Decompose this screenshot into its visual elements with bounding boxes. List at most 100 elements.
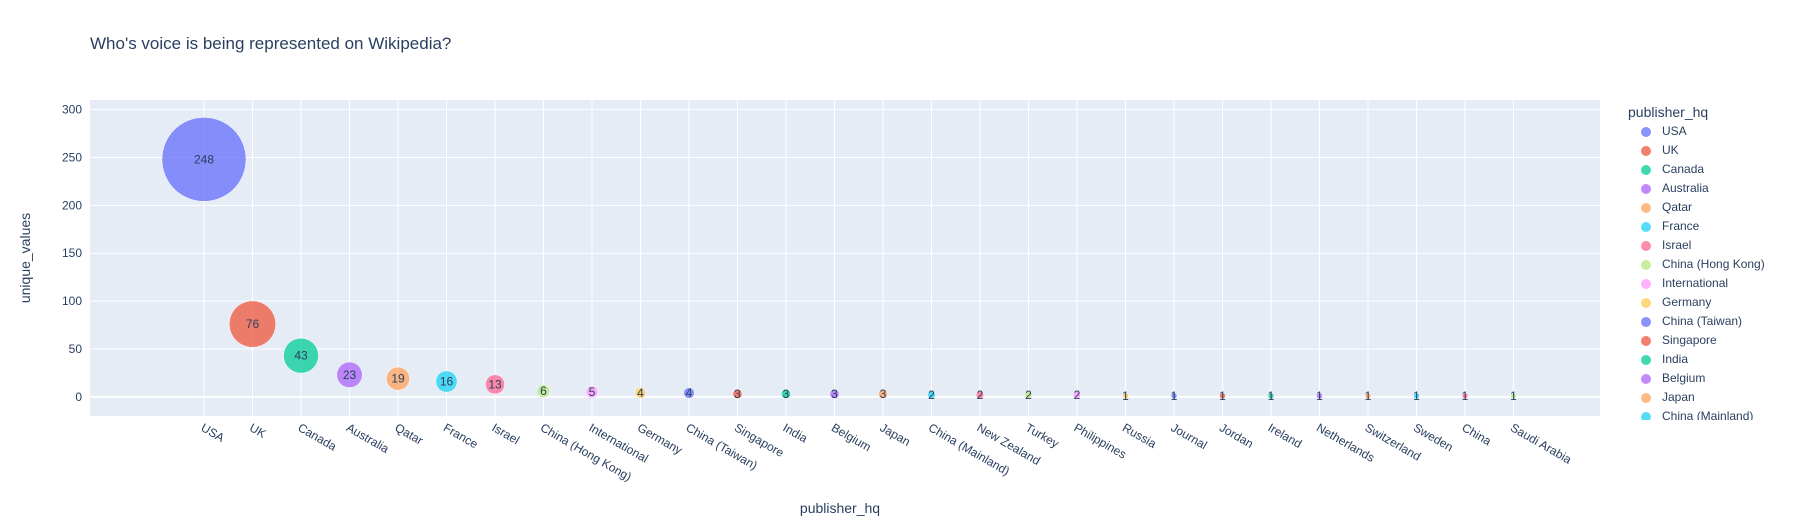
x-tick-label: Turkey bbox=[1023, 420, 1061, 450]
x-tick-label: France bbox=[441, 420, 481, 451]
legend-label: China (Hong Kong) bbox=[1662, 257, 1765, 271]
bubble-australia[interactable] bbox=[336, 361, 363, 388]
data-label: 1 bbox=[1462, 389, 1469, 403]
legend-item[interactable]: UK bbox=[1628, 141, 1798, 160]
legend-item[interactable]: Canada bbox=[1628, 160, 1798, 179]
legend-label: Germany bbox=[1662, 295, 1712, 309]
data-label: 16 bbox=[440, 375, 454, 389]
bubble-philippines[interactable] bbox=[1072, 390, 1082, 399]
data-label: 2 bbox=[1025, 388, 1032, 402]
data-label: 3 bbox=[734, 387, 741, 401]
data-label: 2 bbox=[977, 388, 984, 402]
x-tick-label: Australia bbox=[344, 420, 392, 456]
legend-swatch bbox=[1641, 336, 1651, 346]
legend-item[interactable]: Qatar bbox=[1628, 198, 1798, 217]
legend-label: Australia bbox=[1662, 181, 1709, 195]
bubble-ireland[interactable] bbox=[1267, 392, 1275, 400]
legend-swatch bbox=[1641, 146, 1651, 156]
bubble-japan[interactable] bbox=[878, 389, 888, 399]
y-tick-label: 100 bbox=[62, 294, 82, 308]
bubble-qatar[interactable] bbox=[386, 366, 410, 391]
legend-title: publisher_hq bbox=[1628, 104, 1709, 120]
x-tick-label: China bbox=[1460, 420, 1494, 448]
bubble-israel[interactable] bbox=[485, 374, 505, 395]
x-tick-label: China (Mainland) bbox=[926, 420, 1012, 478]
legend-item[interactable]: China (Mainland) bbox=[1628, 407, 1798, 420]
bubble-uk[interactable] bbox=[228, 300, 277, 348]
y-tick-label: 50 bbox=[69, 342, 83, 356]
data-label: 1 bbox=[1268, 389, 1275, 403]
bubble-international[interactable] bbox=[585, 385, 599, 399]
legend-label: UK bbox=[1662, 143, 1679, 157]
legend-item[interactable]: Israel bbox=[1628, 236, 1798, 255]
legend-swatch bbox=[1641, 393, 1651, 403]
legend-swatch bbox=[1641, 355, 1651, 365]
bubble-netherlands[interactable] bbox=[1316, 392, 1323, 400]
bubble-china-mainland[interactable] bbox=[927, 390, 936, 399]
legend-label: International bbox=[1662, 276, 1729, 290]
legend-item[interactable]: India bbox=[1628, 350, 1798, 369]
bubble-china-hong-kong[interactable] bbox=[536, 384, 551, 398]
x-tick-label: USA bbox=[199, 420, 227, 444]
legend-item[interactable]: Belgium bbox=[1628, 369, 1798, 388]
bubble-saudi-arabia[interactable] bbox=[1510, 392, 1517, 400]
legend-item[interactable]: Japan bbox=[1628, 388, 1798, 407]
legend-item[interactable]: International bbox=[1628, 274, 1798, 293]
bubble-belgium[interactable] bbox=[829, 389, 840, 399]
legend-item[interactable]: Australia bbox=[1628, 179, 1798, 198]
data-label: 1 bbox=[1365, 389, 1372, 403]
data-label: 2 bbox=[1074, 388, 1081, 402]
legend-swatch bbox=[1641, 298, 1651, 308]
y-tick-label: 250 bbox=[62, 150, 82, 164]
legend-swatch bbox=[1641, 412, 1651, 420]
bubble-switzerland[interactable] bbox=[1364, 392, 1372, 400]
legend-item[interactable]: China (Taiwan) bbox=[1628, 312, 1798, 331]
x-tick-label: Journal bbox=[1169, 420, 1210, 452]
legend-items: USA UK Canada Australia Qatar France Israel Chi… bbox=[1628, 122, 1798, 420]
bubble-journal[interactable] bbox=[1170, 392, 1178, 400]
bubble-usa[interactable] bbox=[161, 117, 247, 202]
data-label: 23 bbox=[343, 368, 357, 382]
bubble-sweden[interactable] bbox=[1413, 392, 1420, 400]
bubble-germany[interactable] bbox=[634, 387, 647, 399]
bubble-france[interactable] bbox=[435, 370, 458, 393]
x-tick-label: Jordan bbox=[1217, 420, 1256, 450]
bubble-india[interactable] bbox=[781, 389, 791, 399]
x-tick-label: Japan bbox=[878, 420, 913, 448]
legend-item[interactable]: USA bbox=[1628, 122, 1798, 141]
bubble-turkey[interactable] bbox=[1024, 390, 1033, 399]
bubble-singapore[interactable] bbox=[732, 389, 743, 399]
data-label: 3 bbox=[880, 387, 887, 401]
bubble-china[interactable] bbox=[1461, 392, 1469, 400]
legend-label: China (Taiwan) bbox=[1662, 314, 1743, 328]
legend-swatch bbox=[1641, 279, 1651, 289]
data-label: 4 bbox=[637, 386, 644, 400]
x-axis-title: publisher_hq bbox=[800, 500, 880, 516]
legend-swatch bbox=[1641, 374, 1651, 384]
data-label: 13 bbox=[488, 377, 502, 391]
legend-item[interactable]: France bbox=[1628, 217, 1798, 236]
bubble-china-taiwan[interactable] bbox=[683, 387, 695, 399]
x-tick-label: Saudi Arabia bbox=[1508, 420, 1574, 466]
y-tick-label: 200 bbox=[62, 198, 82, 212]
x-tick-label: Canada bbox=[296, 420, 340, 453]
y-tick-label: 150 bbox=[62, 246, 82, 260]
y-tick-labels: 0 50 100 150 200 250 300 bbox=[62, 103, 82, 404]
legend-item[interactable]: Germany bbox=[1628, 293, 1798, 312]
y-axis-title: unique_values bbox=[17, 213, 33, 303]
bubble-jordan[interactable] bbox=[1219, 392, 1226, 400]
legend-item[interactable]: China (Hong Kong) bbox=[1628, 255, 1798, 274]
bubble-new-zealand[interactable] bbox=[975, 390, 985, 399]
legend-label: USA bbox=[1662, 124, 1687, 138]
bubble-russia[interactable] bbox=[1122, 392, 1129, 400]
legend-item[interactable]: Singapore bbox=[1628, 331, 1798, 350]
bubble-canada[interactable] bbox=[283, 337, 319, 374]
legend-label: Israel bbox=[1662, 238, 1692, 252]
legend-label: Japan bbox=[1662, 390, 1695, 404]
data-label: 4 bbox=[686, 386, 693, 400]
legend-swatch bbox=[1641, 222, 1651, 232]
data-label: 6 bbox=[540, 384, 547, 398]
data-label: 1 bbox=[1316, 389, 1323, 403]
data-label: 1 bbox=[1171, 389, 1178, 403]
